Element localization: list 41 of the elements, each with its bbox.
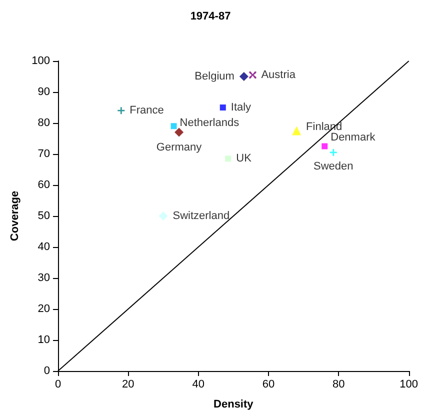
- series-label: Austria: [261, 68, 296, 81]
- y-tick-label: 100: [32, 55, 50, 67]
- point: [118, 107, 125, 114]
- y-tick-label: 30: [38, 272, 50, 284]
- y-tick-label: 50: [38, 210, 50, 222]
- x-tick-label: 20: [122, 378, 134, 390]
- y-tick-label: 10: [38, 334, 50, 346]
- series-label: Germany: [156, 141, 202, 154]
- series-label: Belgium: [194, 70, 234, 82]
- series-label: Italy: [230, 102, 252, 114]
- point: [225, 156, 232, 162]
- x-tick-label: 40: [192, 378, 204, 390]
- x-tick-label: 80: [332, 378, 345, 390]
- x-tick-label: 0: [54, 378, 62, 390]
- series-label: Netherlands: [180, 117, 240, 130]
- point: [322, 143, 328, 150]
- point: [239, 72, 248, 81]
- y-axis-title: Coverage: [9, 190, 22, 242]
- point: [220, 104, 226, 110]
- series-label: Switzerland: [172, 210, 230, 222]
- point: [292, 126, 302, 136]
- series-label: Denmark: [330, 131, 376, 144]
- y-tick-label: 20: [38, 303, 50, 315]
- x-tick-label: 100: [400, 378, 418, 390]
- point: [158, 212, 168, 220]
- series-label: France: [130, 104, 164, 117]
- y-tick-label: 80: [38, 117, 50, 129]
- series-label: Sweden: [314, 160, 354, 172]
- x-axis-title: Density: [214, 398, 254, 410]
- chart-title: 1974-87: [190, 10, 231, 22]
- y-tick-label: 0: [44, 365, 50, 377]
- y-tick-label: 40: [38, 241, 50, 253]
- y-tick-label: 70: [38, 148, 50, 160]
- series-label: UK: [236, 152, 252, 165]
- y-tick-label: 90: [38, 86, 50, 98]
- x-tick-label: 60: [262, 378, 275, 390]
- point: [174, 128, 184, 137]
- point: [170, 123, 177, 130]
- point: [330, 148, 337, 156]
- point: [249, 71, 256, 78]
- y-tick-label: 60: [38, 179, 50, 191]
